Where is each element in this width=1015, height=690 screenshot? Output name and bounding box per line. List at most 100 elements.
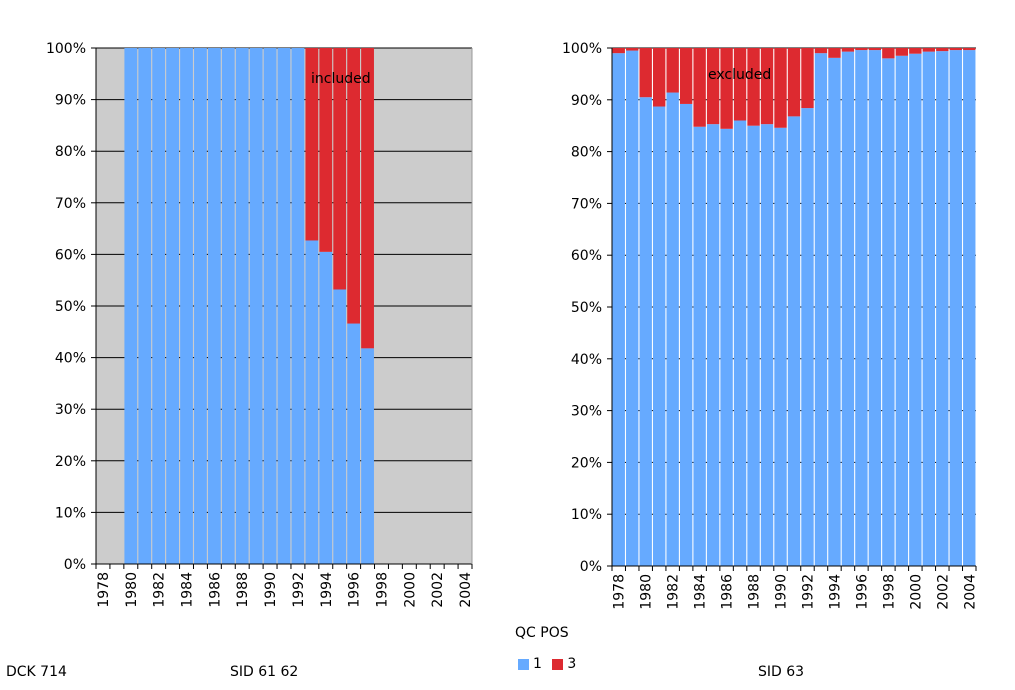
bar-3-1992: [801, 48, 814, 109]
y-tick-label: 80%: [55, 144, 86, 160]
x-tick-label: 1982: [666, 574, 682, 610]
bar-1-1980: [639, 97, 652, 567]
bar-3-2003: [949, 48, 962, 51]
x-tick-label: 1988: [235, 572, 251, 608]
x-tick-label: 2002: [935, 574, 951, 610]
y-tick-label: 40%: [55, 351, 86, 367]
bar-3-1995: [841, 48, 855, 52]
legend-item-1: 1: [518, 656, 542, 672]
legend: 1 3: [518, 656, 582, 674]
footer-sid-left-label: SID 61 62: [230, 664, 299, 680]
bar-1-1998: [882, 58, 895, 567]
y-tick-label: 100%: [562, 41, 602, 57]
bar-3-1998: [882, 48, 895, 59]
bar-3-1997: [868, 48, 882, 51]
bar-3-1994: [828, 48, 841, 58]
bar-1-1986: [207, 48, 221, 564]
legend-label-1: 1: [533, 656, 542, 672]
y-tick-label: 30%: [55, 402, 86, 418]
bar-1-1990: [263, 48, 277, 564]
bar-1-2002: [936, 51, 949, 566]
bar-1-1994: [828, 57, 841, 566]
y-tick-label: 10%: [55, 505, 86, 521]
bar-1-1979: [626, 50, 639, 566]
y-tick-label: 50%: [571, 300, 602, 316]
bar-1-1989: [760, 124, 774, 567]
bar-1-1997: [361, 348, 374, 564]
bar-3-1994: [319, 48, 333, 252]
annotation-label: excluded: [708, 67, 771, 83]
x-tick-label: 1986: [207, 572, 223, 608]
bar-3-1985: [706, 48, 720, 125]
bar-1-2003: [949, 50, 962, 566]
bar-1-1996: [855, 50, 868, 566]
x-tick-label: 1992: [800, 574, 816, 610]
bar-1-2000: [909, 53, 922, 566]
bar-1-1983: [679, 103, 693, 566]
y-tick-label: 40%: [571, 352, 602, 368]
bar-3-1991: [787, 48, 801, 117]
bar-1-1980: [124, 48, 138, 564]
y-tick-label: 30%: [571, 404, 602, 420]
bar-3-1987: [733, 48, 747, 121]
bar-3-1993: [305, 48, 319, 241]
bar-3-1979: [626, 48, 639, 51]
bar-1-1987: [733, 120, 747, 567]
y-tick-label: 0%: [64, 557, 86, 573]
y-tick-label: 60%: [571, 248, 602, 264]
y-tick-label: 80%: [571, 145, 602, 161]
x-tick-label: 1996: [854, 574, 870, 610]
bar-1-1981: [138, 48, 152, 564]
x-tick-label: 2000: [402, 572, 418, 608]
bar-3-1983: [679, 48, 693, 104]
bar-3-1981: [652, 48, 666, 107]
bar-1-1984: [180, 48, 193, 564]
bar-1-1995: [333, 289, 347, 564]
bar-3-1996: [347, 48, 361, 324]
bar-3-2001: [922, 48, 936, 52]
bar-3-2004: [963, 48, 976, 51]
x-tick-label: 2000: [908, 574, 924, 610]
bar-3-1990: [774, 48, 787, 128]
y-tick-label: 10%: [571, 507, 602, 523]
bar-1-2004: [963, 50, 976, 566]
y-tick-label: 70%: [55, 196, 86, 212]
y-tick-label: 60%: [55, 247, 86, 263]
bar-3-1997: [361, 48, 374, 349]
bar-1-1997: [868, 50, 882, 566]
x-tick-label: 1988: [747, 574, 763, 610]
legend-swatch-3: [552, 658, 564, 670]
x-tick-label: 1998: [374, 572, 390, 608]
x-tick-label: 1986: [720, 574, 736, 610]
bar-1-1996: [347, 323, 361, 564]
bar-3-2002: [936, 48, 949, 52]
bar-3-2000: [909, 48, 922, 54]
bar-1-1986: [720, 128, 733, 567]
x-tick-label: 2004: [458, 572, 474, 608]
x-tick-label: 1994: [827, 574, 843, 610]
bar-3-1989: [760, 48, 774, 125]
bar-3-1984: [693, 48, 706, 127]
bar-1-1991: [277, 48, 291, 564]
x-tick-label: 1990: [263, 572, 279, 608]
bar-1-1982: [152, 48, 166, 564]
footer-sid-right-label: SID 63: [758, 664, 805, 680]
y-tick-label: 20%: [571, 455, 602, 471]
x-tick-label: 1996: [347, 572, 363, 608]
x-tick-label: 2004: [962, 574, 978, 610]
y-tick-label: 90%: [571, 93, 602, 109]
bar-1-1992: [801, 108, 814, 566]
bar-3-1978: [612, 48, 625, 54]
bar-3-1988: [747, 48, 760, 126]
y-tick-label: 70%: [571, 196, 602, 212]
bar-1-2001: [922, 51, 936, 567]
bar-1-1988: [747, 125, 760, 566]
bar-1-1992: [291, 48, 305, 564]
bar-3-1986: [720, 48, 733, 129]
x-tick-label: 1978: [96, 572, 112, 608]
legend-label-3: 3: [567, 656, 577, 672]
bar-3-1995: [333, 48, 347, 290]
x-tick-label: 1998: [881, 574, 897, 610]
